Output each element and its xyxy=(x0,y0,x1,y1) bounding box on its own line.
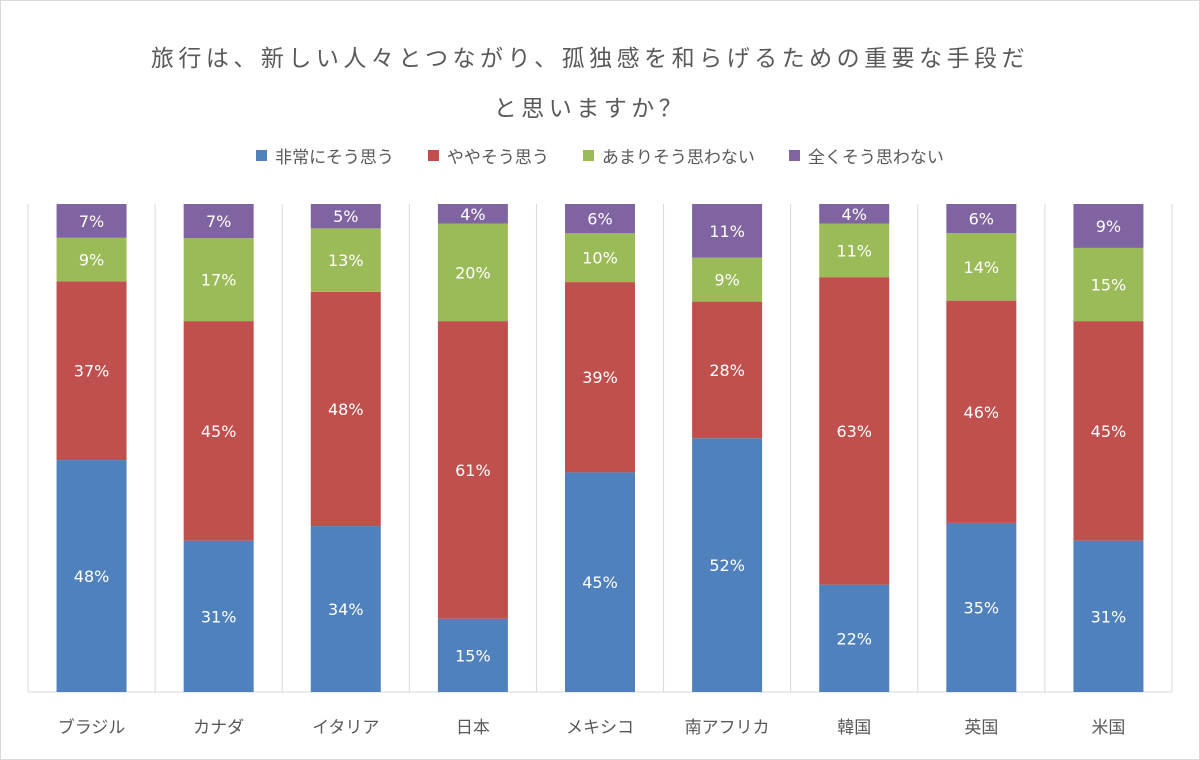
bar-segment xyxy=(183,321,254,541)
bar-segment xyxy=(946,204,1017,233)
data-label: 15% xyxy=(1091,276,1127,295)
category-label: イタリア xyxy=(312,718,379,738)
legend-swatch xyxy=(788,150,800,161)
bar-segment xyxy=(437,321,508,619)
bar-segment xyxy=(183,204,254,239)
data-label: 6% xyxy=(969,209,994,228)
data-label: 5% xyxy=(333,207,358,226)
data-label: 11% xyxy=(836,241,872,260)
bar-segment xyxy=(819,223,890,278)
legend-label: 全くそう思わない xyxy=(807,148,944,168)
bar-segment xyxy=(946,232,1017,301)
bar-segment xyxy=(1073,540,1144,692)
data-label: 45% xyxy=(201,422,237,441)
bar-segment xyxy=(183,238,254,322)
bar-segment xyxy=(56,460,127,692)
category-label: 英国 xyxy=(964,718,998,738)
data-label: 20% xyxy=(455,263,491,282)
data-label: 35% xyxy=(964,598,1000,617)
bar-segment xyxy=(310,204,381,229)
category-label: カナダ xyxy=(193,718,244,738)
legend-item: ややそう思う xyxy=(427,143,549,168)
bar-segment xyxy=(819,204,890,224)
legend-label: ややそう思う xyxy=(446,148,549,168)
data-label: 45% xyxy=(582,573,618,592)
category-label: メキシコ xyxy=(566,718,634,738)
data-label: 4% xyxy=(842,205,867,224)
bar-segment xyxy=(437,223,508,322)
data-label: 9% xyxy=(714,271,739,290)
bar-segment xyxy=(565,282,635,473)
legend-swatch xyxy=(582,150,594,161)
data-label: 13% xyxy=(328,251,364,270)
category-label: ブラジル xyxy=(58,717,126,738)
bar-segment xyxy=(565,233,635,283)
data-label: 4% xyxy=(460,205,485,224)
bar-segment xyxy=(692,301,763,439)
data-label: 7% xyxy=(79,212,104,231)
data-label: 48% xyxy=(74,567,110,586)
category-label: 南アフリカ xyxy=(685,718,770,738)
data-label: 15% xyxy=(455,646,491,665)
data-label: 11% xyxy=(709,222,745,241)
legend-swatch xyxy=(427,150,439,161)
bar-segment xyxy=(819,584,890,692)
data-label: 39% xyxy=(582,368,618,387)
data-label: 17% xyxy=(201,271,237,290)
data-label: 37% xyxy=(74,362,110,381)
legend-item: あまりそう思わない xyxy=(582,143,755,168)
data-label: 6% xyxy=(587,210,612,229)
bar-segment xyxy=(56,204,127,238)
bar-segment xyxy=(692,257,763,302)
data-label: 63% xyxy=(836,422,872,441)
data-label: 34% xyxy=(328,600,364,619)
data-label: 48% xyxy=(328,400,364,419)
legend-item: 非常にそう思う xyxy=(256,143,394,168)
bar-segment xyxy=(310,291,381,527)
bar-segment xyxy=(56,237,127,282)
data-label: 7% xyxy=(206,212,231,231)
data-label: 61% xyxy=(455,461,491,480)
bar-segment xyxy=(310,228,381,292)
category-label: 米国 xyxy=(1091,718,1125,738)
data-label: 31% xyxy=(1091,607,1127,626)
chart-title: 旅行は、新しい人々とつながり、孤独感を和らげるための重要な手段だと思いますか？ xyxy=(150,46,1030,122)
data-label: 28% xyxy=(709,361,745,380)
category-label: 日本 xyxy=(456,718,490,738)
bar-segment xyxy=(1073,204,1144,248)
data-label: 22% xyxy=(836,629,872,648)
legend-label: あまりそう思わない xyxy=(601,148,755,168)
bar-segment xyxy=(437,204,508,224)
bar-segment xyxy=(819,277,890,585)
bar-segment xyxy=(565,472,635,692)
bar-segment xyxy=(56,281,127,461)
legend: 非常にそう思う ややそう思う あまりそう思わない 全くそう思わない xyxy=(0,143,1200,168)
data-label: 14% xyxy=(964,258,1000,277)
data-label: 9% xyxy=(79,251,104,270)
bar-segment xyxy=(310,526,381,692)
legend-item: 全くそう思わない xyxy=(788,143,944,168)
data-label: 10% xyxy=(582,249,618,268)
bar-segment xyxy=(1073,321,1144,541)
bar-segment xyxy=(437,618,508,692)
data-label: 52% xyxy=(709,556,745,575)
data-label: 46% xyxy=(964,403,1000,422)
bar-segment xyxy=(692,438,763,692)
data-label: 9% xyxy=(1096,217,1121,236)
bar-segment xyxy=(1073,247,1144,322)
bar-segment xyxy=(565,204,635,234)
data-label: 31% xyxy=(201,607,237,626)
legend-swatch xyxy=(256,150,268,161)
bar-segment xyxy=(692,204,763,258)
data-label: 45% xyxy=(1091,422,1127,441)
bar-segment xyxy=(183,540,254,692)
legend-label: 非常にそう思う xyxy=(275,148,394,168)
bar-segment xyxy=(946,300,1017,523)
category-label: 韓国 xyxy=(837,718,871,738)
bar-segment xyxy=(946,522,1017,692)
